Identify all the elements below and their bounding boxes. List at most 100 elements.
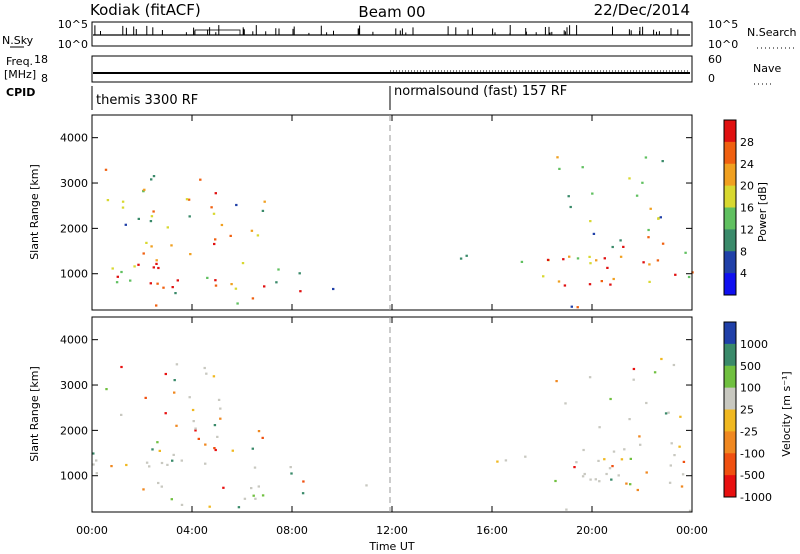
range-cell xyxy=(659,216,662,219)
range-cell xyxy=(263,285,266,288)
range-cell xyxy=(365,484,368,487)
range-cell xyxy=(622,245,625,248)
range-cell xyxy=(299,290,302,293)
range-cell xyxy=(120,270,123,274)
range-cell xyxy=(157,481,160,485)
range-cell xyxy=(582,448,585,452)
range-cell xyxy=(142,488,145,491)
colorbar-tick-label: 8 xyxy=(740,245,747,258)
range-cell xyxy=(150,215,154,218)
power-scatter-pixels xyxy=(104,156,694,309)
range-cell xyxy=(194,427,197,430)
y-tick-label: 3000 xyxy=(60,379,88,392)
range-cell xyxy=(289,466,292,469)
colorbar-tick-label: 500 xyxy=(740,360,761,373)
range-cell xyxy=(143,188,146,191)
nave-label: Nave xyxy=(753,62,781,75)
range-cell xyxy=(672,363,676,367)
range-cell xyxy=(192,420,195,423)
range-cell xyxy=(142,252,145,255)
range-cell xyxy=(524,455,527,458)
range-cell xyxy=(597,459,600,462)
range-cell xyxy=(257,430,261,433)
colorbar-swatch xyxy=(724,453,736,476)
range-cell xyxy=(214,192,217,195)
range-cell xyxy=(205,372,208,375)
power-panel: Slant Range [km] 1000 2000 3000 4000 4 8 12 16… xyxy=(28,114,769,311)
range-cell xyxy=(610,478,613,481)
range-cell xyxy=(465,254,468,257)
range-cell xyxy=(263,200,266,203)
y-tick-label: 1000 xyxy=(60,470,88,483)
range-cell xyxy=(563,284,567,287)
range-cell xyxy=(220,223,224,227)
nave-tick-bottom: 0 xyxy=(708,72,715,85)
range-cell xyxy=(235,203,238,207)
range-cell xyxy=(644,156,648,159)
velocity-yticks: 1000 2000 3000 4000 xyxy=(60,334,692,483)
nsky-tick-top: 10^5 xyxy=(58,18,88,31)
range-cell xyxy=(628,418,631,421)
range-cell xyxy=(234,287,238,290)
range-cell xyxy=(212,212,216,215)
range-cell xyxy=(148,465,151,468)
colorbar-tick-label: 24 xyxy=(740,158,754,171)
range-cell xyxy=(649,207,652,210)
colorbar-swatch xyxy=(724,207,736,230)
velocity-scatter-pixels xyxy=(92,357,692,512)
time-axis-labels: 00:00 04:00 08:00 12:00 16:00 20:00 00:00 xyxy=(76,524,708,537)
freq-tick-top: 18 xyxy=(34,53,48,66)
range-cell xyxy=(124,223,127,226)
range-cell xyxy=(647,228,650,232)
range-cell xyxy=(556,156,559,159)
range-cell xyxy=(611,465,614,468)
range-cell xyxy=(152,266,155,269)
range-cell xyxy=(612,277,615,281)
range-cell xyxy=(520,260,524,263)
range-cell xyxy=(275,281,278,284)
range-cell xyxy=(236,302,239,305)
range-cell xyxy=(632,367,636,371)
range-cell xyxy=(204,462,207,465)
colorbar-tick-label: 100 xyxy=(740,382,761,395)
velocity-colorbar-label: Velocity [m s⁻¹] xyxy=(780,371,793,456)
range-cell xyxy=(121,200,125,203)
time-axis-title: Time UT xyxy=(368,540,414,553)
range-cell xyxy=(106,199,110,202)
time-tick-label: 00:00 xyxy=(676,524,708,537)
colorbar-frame xyxy=(723,119,737,296)
beam-title: Beam 00 xyxy=(358,3,425,21)
velocity-panel: Slant Range [km] 1000 2000 3000 4000 1000 50… xyxy=(28,316,793,513)
range-cell xyxy=(166,226,169,229)
nave-tick-top: 60 xyxy=(708,53,722,66)
range-cell xyxy=(555,380,558,383)
range-cell xyxy=(603,257,606,260)
range-cell xyxy=(120,413,123,416)
range-cell xyxy=(684,251,687,254)
y-tick-label: 2000 xyxy=(60,222,88,235)
range-cell xyxy=(176,279,179,282)
range-cell xyxy=(219,407,222,410)
range-cell xyxy=(554,479,557,483)
range-cell xyxy=(603,458,606,461)
range-cell xyxy=(111,267,114,270)
power-colorbar: 4 8 12 16 20 24 28 xyxy=(723,119,754,296)
colorbar-tick-label: 25 xyxy=(740,404,754,417)
range-cell xyxy=(657,217,660,220)
range-cell xyxy=(682,460,686,463)
range-cell xyxy=(570,305,573,308)
range-cell xyxy=(668,481,672,484)
range-cell xyxy=(598,480,601,483)
colorbar-swatch xyxy=(724,120,736,143)
colorbar-tick-label: 4 xyxy=(740,267,747,280)
range-cell xyxy=(152,210,155,213)
range-cell xyxy=(189,253,192,256)
range-cell xyxy=(504,459,508,462)
nsearch-tick-bottom: 10^0 xyxy=(708,38,738,51)
range-cell xyxy=(164,372,167,376)
range-cell xyxy=(674,273,677,276)
range-cell xyxy=(256,234,260,237)
colorbar-swatch xyxy=(724,365,736,389)
range-cell xyxy=(121,206,125,209)
